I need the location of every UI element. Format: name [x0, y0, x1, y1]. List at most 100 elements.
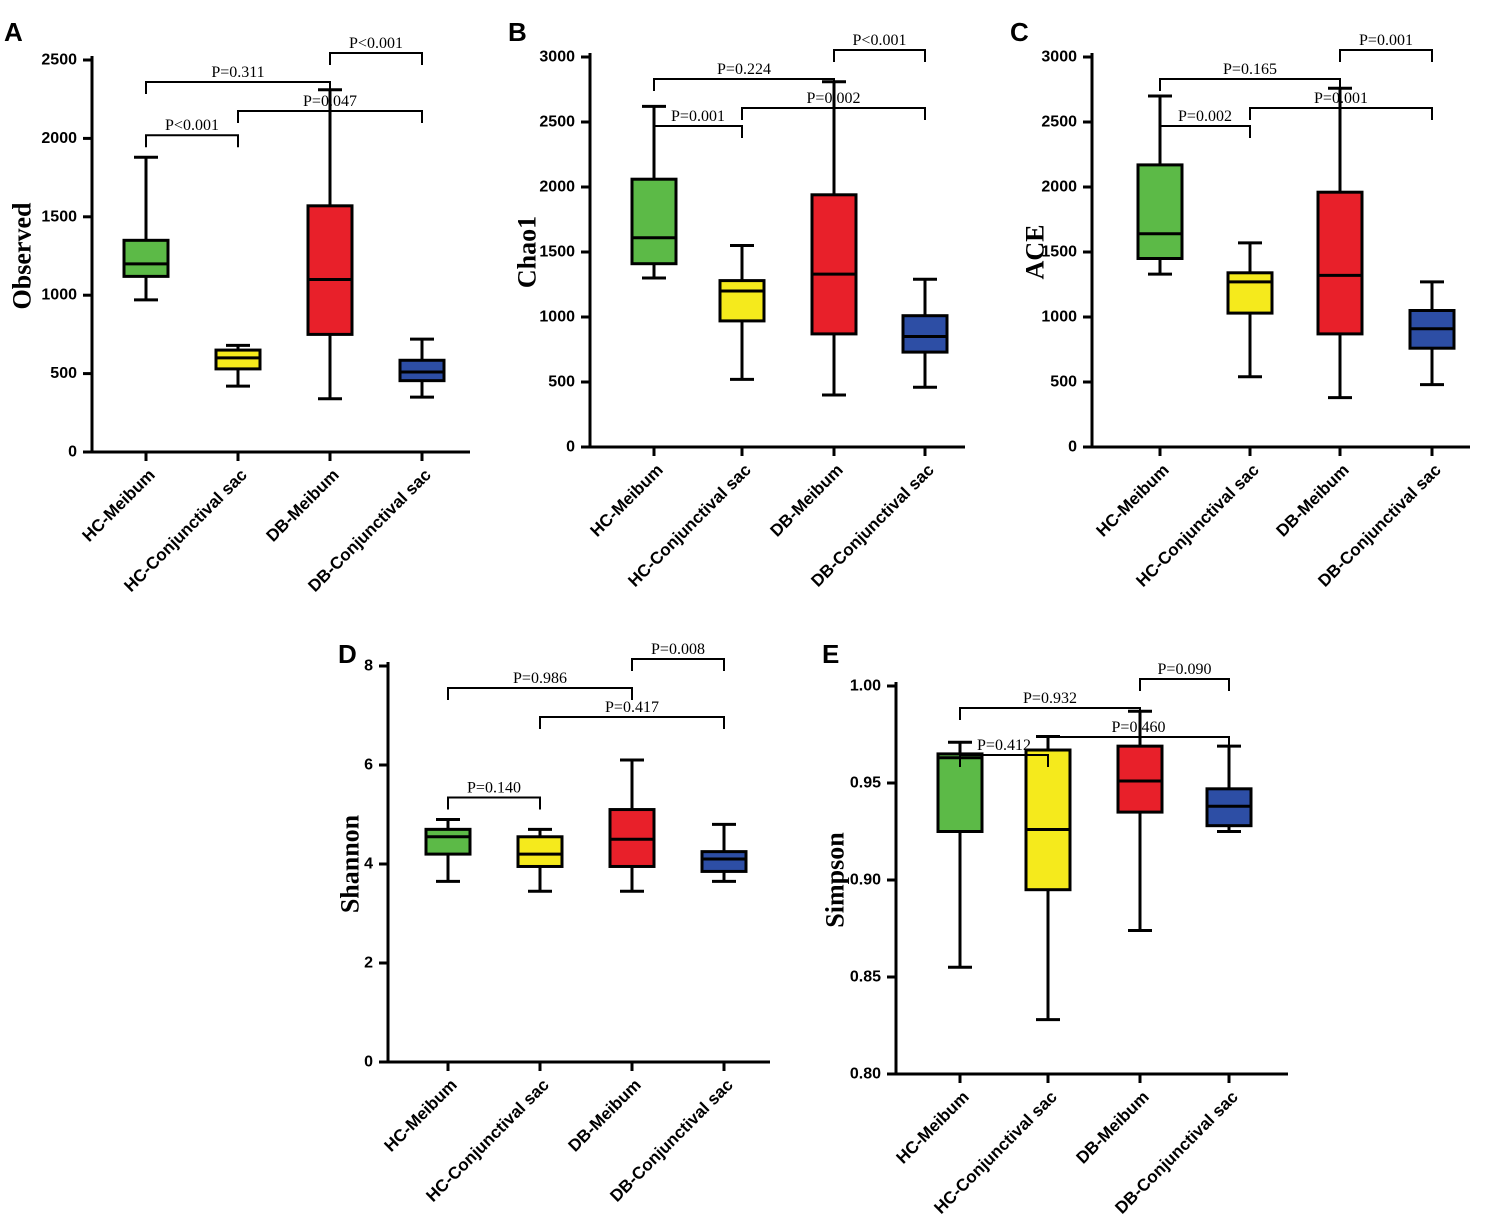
y-axis-title: Simpson [821, 832, 850, 928]
panel-c: C050010001500200025003000ACEHC-MeibumHC-… [1010, 17, 1470, 591]
category-label: HC-Meibum [1092, 460, 1172, 540]
y-axis-title: Shannon [336, 814, 365, 913]
iqr-box [901, 314, 949, 354]
p-value-label: P<0.001 [853, 32, 907, 49]
iqr-box [1116, 744, 1164, 814]
comparison-bracket: P<0.001 [833, 32, 926, 62]
y-tick-label: 1500 [539, 244, 575, 261]
y-tick-label: 2000 [539, 179, 575, 196]
bracket-line [1047, 736, 1230, 749]
bracket-line [1159, 78, 1341, 91]
bracket-line [145, 81, 331, 94]
p-value-label: P=0.417 [605, 699, 659, 716]
bracket-line [145, 134, 239, 148]
p-value-label: P=0.008 [651, 641, 705, 658]
y-tick-label: 4 [364, 856, 373, 873]
comparison-bracket: P<0.001 [329, 35, 423, 65]
category-label: DB-Meibum [1272, 460, 1352, 540]
y-axis-title: Chao1 [513, 216, 542, 288]
panel-letter: A [4, 17, 23, 47]
category-label: HC-Meibum [586, 460, 666, 540]
y-tick-label: 0 [364, 1054, 373, 1071]
panel-letter: C [1010, 17, 1029, 47]
box-3 [306, 88, 354, 461]
y-tick-label: 2000 [1041, 179, 1077, 196]
iqr-box [398, 358, 446, 383]
comparison-bracket: P=0.001 [653, 108, 743, 138]
y-tick-label: 8 [364, 658, 373, 675]
category-label: HC-Meibum [380, 1075, 460, 1155]
y-tick-label: 500 [50, 365, 77, 382]
p-value-label: P=0.140 [467, 779, 521, 796]
comparison-bracket: P=0.002 [1159, 108, 1251, 138]
y-tick-label: 2 [364, 955, 373, 972]
panel-letter: D [338, 639, 357, 669]
bracket-line [959, 707, 1141, 720]
y-tick-label: 1000 [1041, 309, 1077, 326]
panel-letter: E [822, 639, 839, 669]
iqr-box [306, 204, 354, 336]
comparison-bracket: P=0.417 [539, 699, 725, 729]
iqr-box [516, 835, 564, 868]
y-tick-label: 6 [364, 757, 373, 774]
comparison-bracket: P=0.986 [447, 670, 633, 700]
y-tick-label: 2500 [41, 52, 77, 69]
panel-a: A05001000150020002500ObservedHC-MeibumHC… [4, 17, 470, 596]
bracket-line [833, 49, 926, 62]
bracket-line [447, 796, 541, 810]
box-2 [516, 827, 564, 1071]
bracket-line [1339, 49, 1433, 62]
comparison-bracket: P<0.001 [145, 117, 239, 148]
y-axis-title: Observed [8, 202, 37, 309]
comparison-bracket: P=0.311 [145, 64, 331, 94]
y-tick-label: 1000 [41, 287, 77, 304]
bracket-line [631, 658, 725, 671]
p-value-label: P=0.001 [1359, 32, 1413, 49]
bracket-line [329, 52, 423, 65]
bracket-line [1249, 107, 1433, 120]
comparison-bracket: P=0.412 [959, 737, 1049, 767]
box-4 [1408, 280, 1456, 456]
iqr-box [1226, 271, 1274, 315]
category-label: HC-Meibum [892, 1087, 972, 1167]
box-3 [1116, 709, 1164, 1083]
p-value-label: P=0.932 [1023, 690, 1077, 707]
y-tick-label: 1000 [539, 309, 575, 326]
y-tick-label: 2500 [1041, 114, 1077, 131]
p-value-label: P=0.090 [1158, 661, 1212, 678]
p-value-label: P=0.002 [807, 90, 861, 107]
comparison-bracket: P=0.165 [1159, 61, 1341, 91]
box-1 [424, 817, 472, 1071]
category-label: DB-Meibum [1072, 1087, 1152, 1167]
p-value-label: P=0.412 [977, 737, 1031, 754]
panel-letter: B [508, 17, 527, 47]
iqr-box [810, 193, 858, 336]
box-3 [608, 758, 656, 1071]
y-tick-label: 3000 [1041, 49, 1077, 66]
iqr-box [1024, 748, 1072, 892]
y-tick-label: 0.80 [850, 1066, 881, 1083]
y-tick-label: 500 [548, 374, 575, 391]
p-value-label: P=0.460 [1112, 719, 1166, 736]
iqr-box [214, 348, 262, 371]
category-label: DB-Meibum [262, 465, 342, 545]
bracket-line [447, 687, 633, 700]
box-1 [936, 740, 984, 1083]
comparison-bracket: P=0.140 [447, 779, 541, 810]
panel-e: E0.800.850.900.951.00SimpsonHC-MeibumHC-… [821, 639, 1288, 1218]
bracket-line [741, 107, 926, 120]
box-4 [700, 822, 748, 1071]
bracket-line [539, 716, 725, 729]
comparison-bracket: P=0.224 [653, 61, 835, 91]
comparison-bracket: P=0.002 [741, 90, 926, 120]
p-value-label: P<0.001 [165, 117, 219, 134]
comparison-bracket: P=0.090 [1139, 661, 1230, 691]
iqr-box [1136, 163, 1184, 260]
box-4 [1205, 744, 1253, 1083]
iqr-box [700, 850, 748, 873]
p-value-label: P=0.224 [717, 61, 771, 78]
y-tick-label: 0.95 [850, 775, 881, 792]
comparison-bracket: P=0.001 [1249, 90, 1433, 120]
box-2 [1226, 241, 1274, 456]
